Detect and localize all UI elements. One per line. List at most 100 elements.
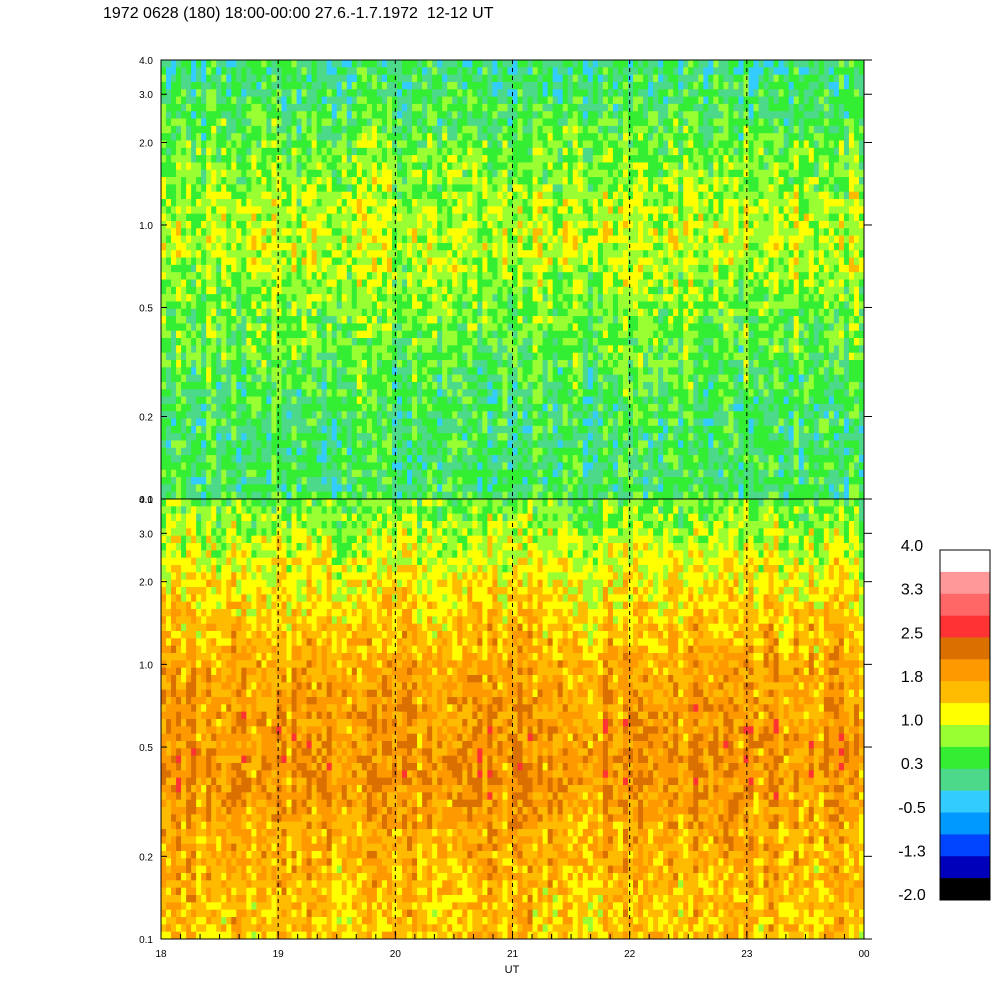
heatmap-cell xyxy=(402,484,408,493)
heatmap-cell xyxy=(386,345,393,354)
heatmap-cell xyxy=(251,67,257,76)
heatmap-cell xyxy=(181,396,187,405)
heatmap-cell xyxy=(402,213,408,222)
heatmap-cell xyxy=(477,330,483,339)
heatmap-cell xyxy=(231,103,237,112)
heatmap-cell xyxy=(557,418,564,427)
heatmap-cell xyxy=(311,213,318,222)
heatmap-cell xyxy=(527,199,533,207)
heatmap-cell xyxy=(221,162,227,171)
heatmap-cell xyxy=(341,359,348,368)
heatmap-cell xyxy=(381,242,388,251)
heatmap-cell xyxy=(547,440,554,449)
heatmap-cell xyxy=(251,118,257,127)
heatmap-cell xyxy=(366,235,373,244)
heatmap-cell xyxy=(517,338,523,346)
heatmap-cell xyxy=(492,389,498,397)
heatmap-cell xyxy=(452,396,458,405)
heatmap-cell xyxy=(397,60,403,68)
heatmap-cell xyxy=(291,374,297,383)
heatmap-cell xyxy=(381,111,388,119)
heatmap-cell xyxy=(507,125,513,134)
heatmap-cell xyxy=(562,403,569,412)
heatmap-cell xyxy=(201,403,207,412)
heatmap-cell xyxy=(472,447,478,456)
heatmap-cell xyxy=(166,455,172,463)
heatmap-cell xyxy=(412,118,418,127)
heatmap-cell xyxy=(296,396,302,405)
heatmap-cell xyxy=(361,220,368,229)
heatmap-cell xyxy=(326,374,333,383)
heatmap-cell xyxy=(296,374,302,383)
heatmap-cell xyxy=(181,118,187,127)
heatmap-cell xyxy=(271,389,277,397)
heatmap-cell xyxy=(487,103,493,112)
heatmap-cell xyxy=(547,484,554,493)
heatmap-cell xyxy=(422,367,428,376)
heatmap-cell xyxy=(196,469,202,478)
heatmap-cell xyxy=(512,374,518,383)
heatmap-cell xyxy=(226,462,232,471)
heatmap-cell xyxy=(306,345,313,354)
heatmap-cell xyxy=(376,389,383,397)
heatmap-cell xyxy=(191,418,197,427)
heatmap-cell xyxy=(216,103,222,112)
heatmap-cell xyxy=(467,418,473,427)
heatmap-cell xyxy=(221,440,227,449)
heatmap-cell xyxy=(351,184,358,193)
heatmap-cell xyxy=(517,191,523,200)
heatmap-cell xyxy=(371,330,378,339)
heatmap-cell xyxy=(477,220,483,229)
heatmap-cell xyxy=(246,374,252,383)
heatmap-cell xyxy=(477,206,483,215)
heatmap-cell xyxy=(391,308,398,317)
heatmap-cell xyxy=(482,89,488,97)
heatmap-cell xyxy=(241,279,247,288)
heatmap-cell xyxy=(246,403,252,412)
heatmap-cell xyxy=(271,184,277,193)
heatmap-cell xyxy=(402,418,408,427)
heatmap-cell xyxy=(206,455,212,463)
heatmap-cell xyxy=(261,286,267,295)
heatmap-cell xyxy=(161,264,167,273)
heatmap-cell xyxy=(417,308,423,317)
heatmap-cell xyxy=(442,242,448,251)
heatmap-cell xyxy=(261,206,267,215)
heatmap-cell xyxy=(371,147,378,156)
heatmap-cell xyxy=(482,403,488,412)
heatmap-cell xyxy=(527,425,533,434)
heatmap-cell xyxy=(542,345,549,354)
heatmap-cell xyxy=(271,220,277,229)
heatmap-cell xyxy=(316,177,323,185)
heatmap-cell xyxy=(442,308,448,317)
heatmap-cell xyxy=(196,338,202,346)
heatmap-cell xyxy=(492,125,498,134)
heatmap-cell xyxy=(427,162,433,171)
heatmap-cell xyxy=(547,169,554,178)
heatmap-cell xyxy=(462,367,468,376)
heatmap-cell xyxy=(371,81,378,90)
heatmap-cell xyxy=(376,316,383,324)
heatmap-cell xyxy=(211,199,217,207)
heatmap-cell xyxy=(171,345,177,354)
heatmap-cell xyxy=(371,89,378,97)
heatmap-cell xyxy=(241,433,247,441)
heatmap-cell xyxy=(301,89,308,97)
heatmap-cell xyxy=(537,184,544,193)
heatmap-cell xyxy=(276,60,282,68)
heatmap-cell xyxy=(161,191,167,200)
heatmap-cell xyxy=(502,162,508,171)
heatmap-cell xyxy=(371,228,378,236)
heatmap-cell xyxy=(251,389,257,397)
heatmap-cell xyxy=(241,272,247,280)
heatmap-cell xyxy=(241,242,247,251)
heatmap-cell xyxy=(211,177,217,185)
heatmap-cell xyxy=(341,140,348,149)
heatmap-cell xyxy=(376,74,383,83)
heatmap-cell xyxy=(522,118,528,127)
heatmap-cell xyxy=(231,155,237,163)
heatmap-cell xyxy=(251,455,257,463)
heatmap-cell xyxy=(432,359,438,368)
heatmap-cell xyxy=(361,147,368,156)
heatmap-cell xyxy=(492,111,498,119)
